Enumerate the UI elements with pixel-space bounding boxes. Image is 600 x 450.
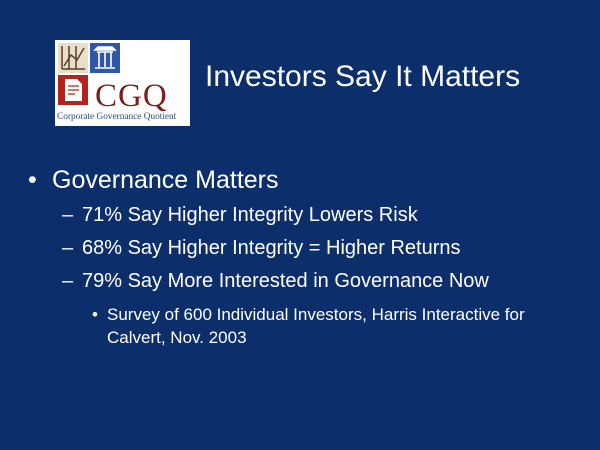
logo-caption: Corporate Governance Quotient <box>57 112 177 122</box>
sub-bullet: 79% Say More Interested in Governance No… <box>62 270 489 293</box>
sub-bullet: 71% Say Higher Integrity Lowers Risk <box>62 204 418 227</box>
logo-icon-chart <box>58 43 88 73</box>
logo-icons <box>58 43 190 105</box>
logo: CGQ Corporate Governance Quotient <box>55 40 190 126</box>
bullet: Governance Matters <box>28 166 278 195</box>
slide-title: Investors Say It Matters <box>205 60 521 93</box>
note-bullet: Survey of 600 Individual Investors, Harr… <box>92 303 582 349</box>
sub-bullet: 68% Say Higher Integrity = Higher Return… <box>62 237 460 260</box>
logo-text: CGQ <box>95 78 168 114</box>
